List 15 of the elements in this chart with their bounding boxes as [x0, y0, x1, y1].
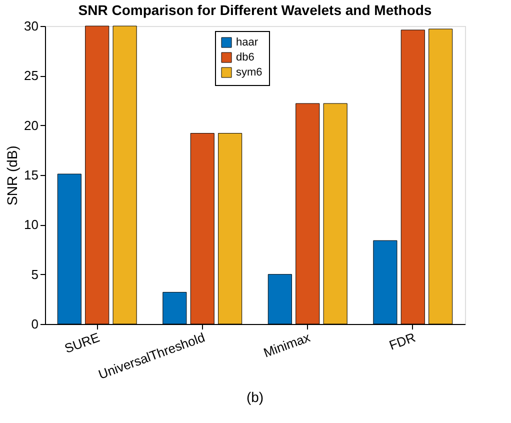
y-tick-label: 10 [24, 217, 38, 232]
y-axis-title: SNR (dB) [4, 146, 20, 206]
legend-label: db6 [236, 52, 254, 64]
x-tick-label: SURE [62, 330, 102, 356]
y-tick-label: 25 [24, 68, 38, 84]
y-tick-label: 0 [31, 316, 38, 332]
y-tick-label: 5 [31, 266, 38, 282]
legend-label: haar [236, 36, 258, 48]
y-tick-label: 20 [24, 118, 38, 133]
chart-title: SNR Comparison for Different Wavelets and Methods [78, 2, 432, 18]
x-tick-label: FDR [387, 330, 418, 353]
y-tick-label: 30 [24, 18, 38, 34]
text: (b) [246, 389, 264, 405]
legend-label: sym6 [236, 66, 262, 78]
y-tick-label: 15 [24, 168, 38, 182]
